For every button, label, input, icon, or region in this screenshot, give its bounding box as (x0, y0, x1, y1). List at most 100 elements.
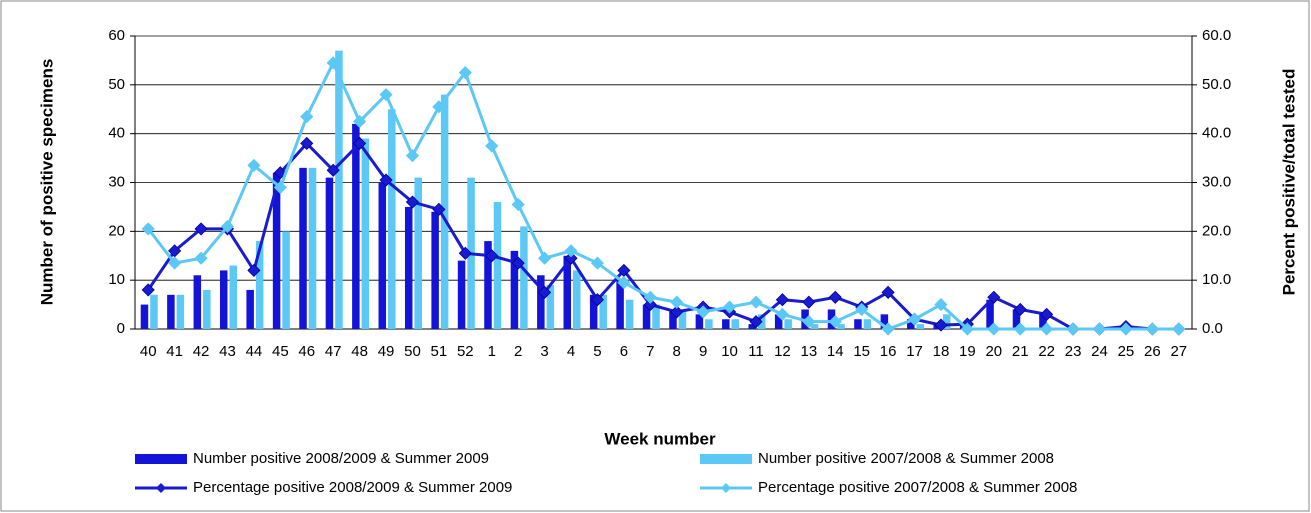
point (881, 285, 895, 299)
point (828, 290, 842, 304)
point (247, 263, 261, 277)
x-tick-label: 27 (1170, 343, 1187, 360)
point (194, 251, 208, 265)
bar (335, 50, 343, 330)
point (1145, 322, 1159, 336)
point (379, 173, 393, 187)
point (247, 158, 261, 172)
point (987, 322, 1001, 336)
x-tick-label: 46 (298, 343, 315, 360)
x-tick-label: 45 (272, 343, 289, 360)
y2-tick-label: 40.0 (1202, 125, 1231, 142)
point (511, 256, 525, 270)
y-tick-label: 50 (108, 76, 125, 93)
bar (440, 94, 449, 329)
point (405, 195, 420, 209)
bar (573, 270, 581, 329)
point (934, 318, 948, 332)
x-tick-label: 47 (325, 343, 342, 360)
point (960, 322, 974, 336)
bar (589, 294, 598, 329)
point (855, 302, 869, 317)
x-tick-label: 1 (488, 343, 496, 360)
x-tick-label: 19 (959, 343, 976, 360)
y2-axis-title: Percent positive/total tested (1279, 69, 1298, 296)
bar (880, 314, 889, 329)
bar (176, 294, 185, 329)
point (326, 56, 340, 70)
y-tick-label: 10 (108, 271, 125, 288)
y-tick-label: 30 (108, 173, 125, 190)
legend-label: Number positive 2008/2009 & Summer 2009 (193, 450, 489, 467)
bar (378, 182, 387, 329)
point (722, 300, 737, 314)
point (749, 315, 763, 329)
point (775, 293, 789, 307)
bar (361, 138, 370, 329)
point (1066, 322, 1080, 336)
bar (916, 324, 925, 329)
bar (546, 285, 555, 329)
point (300, 110, 314, 124)
bar (255, 241, 264, 329)
bar (352, 123, 360, 330)
bar (678, 309, 687, 329)
point (802, 315, 816, 329)
bar (431, 211, 439, 329)
bar (599, 294, 607, 329)
point (881, 322, 895, 336)
point (802, 295, 816, 309)
x-tick-label: 22 (1038, 343, 1055, 360)
point (670, 305, 684, 319)
bar (388, 109, 396, 329)
bar (246, 289, 254, 329)
x-tick-label: 52 (457, 343, 474, 360)
point (379, 88, 393, 102)
point (326, 163, 340, 177)
point (300, 136, 314, 150)
bar (810, 324, 819, 329)
point (1040, 322, 1054, 336)
bar (784, 319, 792, 329)
x-tick-label: 48 (351, 343, 368, 360)
bar (510, 250, 519, 329)
bar (219, 270, 228, 329)
legend-label: Percentage positive 2008/2009 & Summer 2… (193, 479, 512, 496)
point (1119, 322, 1133, 336)
bar (537, 275, 545, 329)
bar (325, 177, 334, 329)
bar (1012, 309, 1021, 329)
x-tick-label: 18 (933, 343, 950, 360)
point (511, 197, 525, 212)
x-tick-label: 49 (378, 343, 395, 360)
point (590, 293, 605, 307)
point (775, 307, 789, 321)
x-tick-label: 21 (1012, 343, 1029, 360)
bar (404, 206, 413, 329)
point (220, 219, 235, 234)
point (458, 66, 472, 80)
bar (942, 314, 951, 329)
bar (150, 294, 158, 329)
point (828, 315, 842, 329)
bar (493, 202, 502, 329)
bar (748, 324, 756, 329)
bar (774, 314, 783, 329)
x-tick-label: 40 (140, 343, 157, 360)
bar (140, 304, 149, 329)
x-tick-label: 16 (880, 343, 897, 360)
bar (731, 319, 740, 329)
x-tick-label: 9 (699, 343, 707, 360)
point (353, 114, 367, 129)
point (1013, 322, 1027, 336)
point (353, 136, 367, 150)
point (485, 249, 499, 263)
point (670, 295, 684, 309)
x-tick-label: 12 (774, 343, 791, 360)
bar (907, 319, 915, 329)
line (146, 141, 1179, 331)
point (1013, 302, 1027, 317)
bar (695, 314, 704, 329)
point (168, 256, 182, 270)
point (273, 180, 287, 194)
